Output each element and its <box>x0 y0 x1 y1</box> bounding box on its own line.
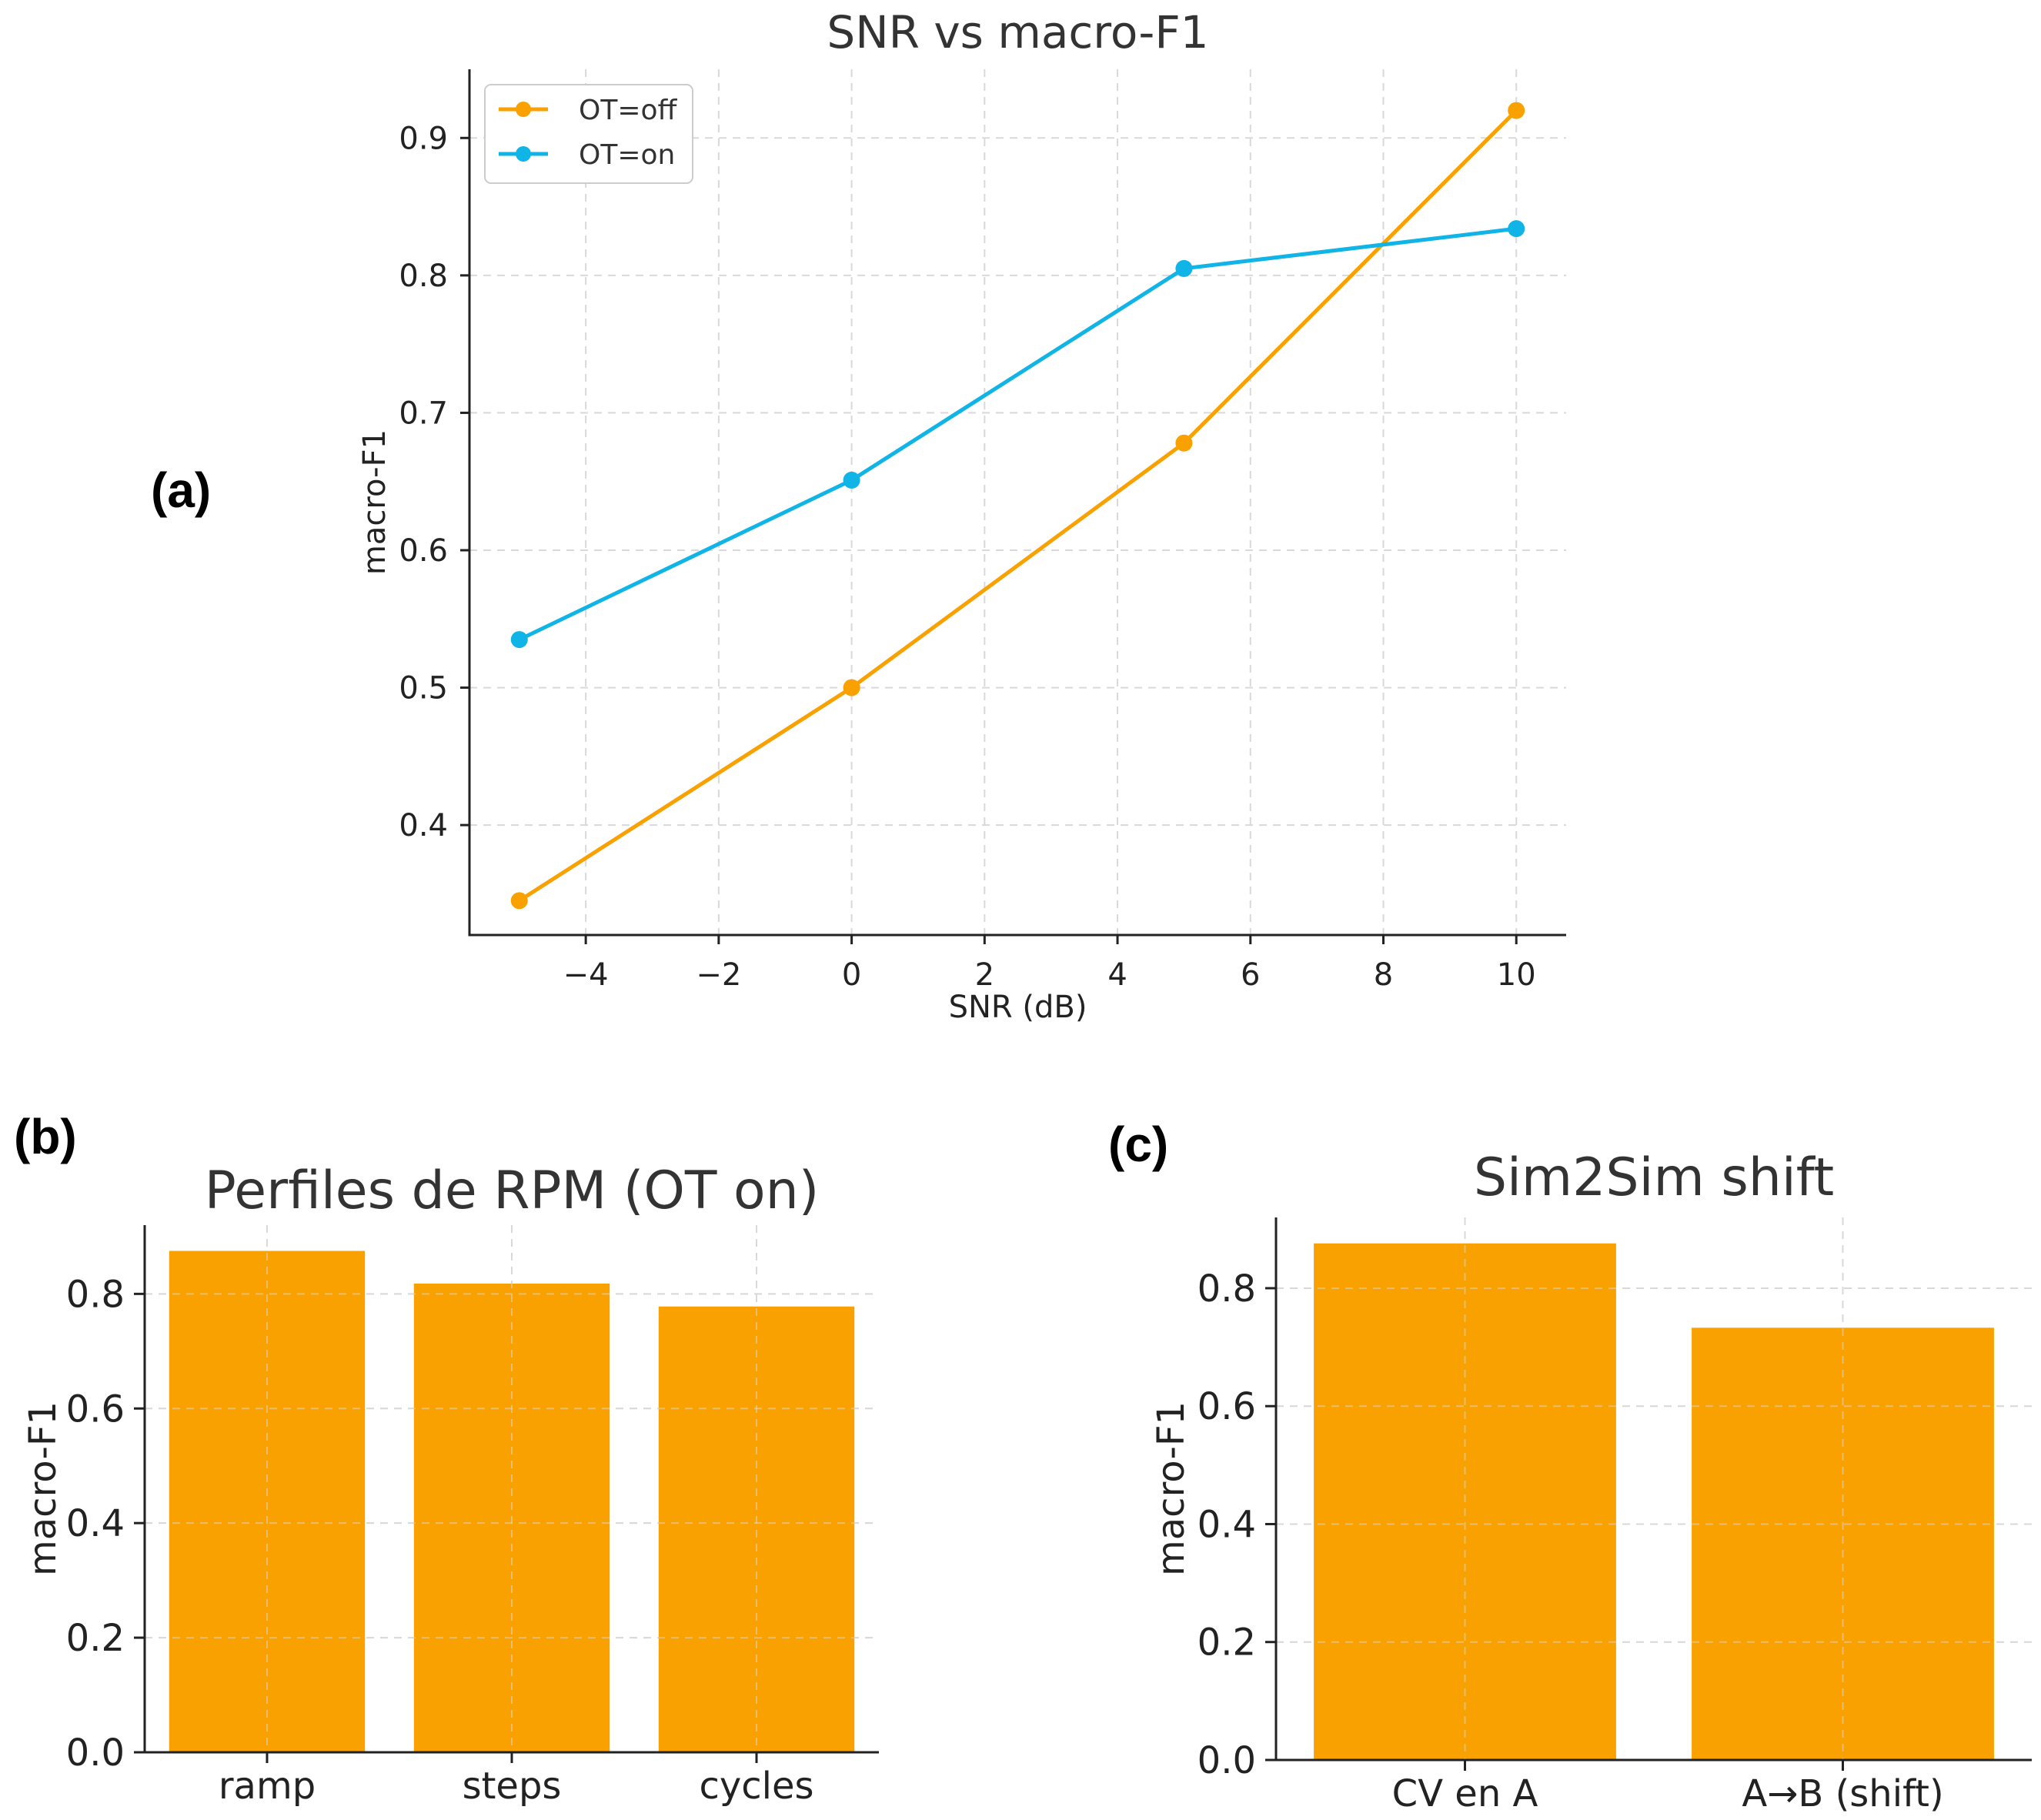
legend-swatch-marker <box>516 102 531 117</box>
chart-a-ytick-label: 0.8 <box>399 259 448 294</box>
series-line-ot-on <box>518 226 1517 642</box>
chart-a-xtick-label: 10 <box>1497 957 1536 993</box>
chart-a-legend: OT=off OT=on <box>484 84 693 184</box>
data-point-ot-on <box>843 471 860 489</box>
ytick-label: 0.8 <box>66 1273 125 1316</box>
chart-title: Sim2Sim shift <box>1474 1147 1834 1208</box>
legend-swatch-marker <box>516 146 531 162</box>
y-axis-label: macro-F1 <box>22 1401 65 1576</box>
category-label: A→B (shift) <box>1742 1772 1943 1815</box>
ytick-label: 0.4 <box>66 1502 125 1545</box>
chart-a-xtick-label: 0 <box>842 957 861 993</box>
data-point-ot-off <box>510 892 528 910</box>
category-label: cycles <box>699 1765 813 1808</box>
chart-a-ytick-label: 0.5 <box>399 671 448 706</box>
category-label: CV en A <box>1392 1772 1538 1815</box>
chart-a: −4 −2 0 2 4 6 8 10 0.4 0.5 0.6 0.7 0.8 0.9 SNR vs macr… <box>357 6 1566 1025</box>
y-axis-label: macro-F1 <box>1150 1401 1193 1576</box>
chart-title: Perfiles de RPM (OT on) <box>205 1160 820 1221</box>
chart-a-xtick-label: −4 <box>563 957 609 993</box>
chart-b: 0.0 0.2 0.4 0.6 0.8 ramp steps cycles Perfiles d… <box>22 1160 879 1808</box>
chart-a-xtick-label: −2 <box>696 957 741 993</box>
ytick-label: 0.2 <box>1198 1621 1256 1665</box>
data-point-ot-on <box>1175 259 1193 277</box>
series-line-ot-off <box>518 109 1518 903</box>
category-label: ramp <box>219 1765 316 1808</box>
chart-a-ytick-label: 0.7 <box>399 396 448 431</box>
panel-label-a: (a) <box>151 463 212 518</box>
ytick-label: 0.2 <box>66 1617 125 1660</box>
data-point-ot-on <box>510 631 528 649</box>
chart-a-xtick-label: 4 <box>1107 957 1127 993</box>
chart-a-axes <box>468 69 1566 937</box>
data-point-ot-off <box>1508 102 1525 119</box>
chart-a-ylabel: macro-F1 <box>357 429 392 575</box>
chart-a-xlabel: SNR (dB) <box>949 990 1087 1025</box>
ytick-label: 0.4 <box>1198 1503 1256 1546</box>
legend-label: OT=off <box>579 95 678 126</box>
chart-a-ytick-label: 0.6 <box>399 533 448 569</box>
chart-a-xtick-label: 8 <box>1374 957 1393 993</box>
data-point-ot-off <box>843 679 860 696</box>
chart-a-title: SNR vs macro-F1 <box>827 6 1208 58</box>
ytick-label: 0.6 <box>66 1388 125 1431</box>
chart-a-xtick-label: 2 <box>975 957 994 993</box>
data-point-ot-on <box>1508 220 1525 238</box>
ytick-label: 0.0 <box>1198 1739 1256 1782</box>
chart-a-ytick-label: 0.9 <box>399 121 448 156</box>
data-point-ot-off <box>1175 434 1193 452</box>
ytick-label: 0.8 <box>1198 1267 1256 1311</box>
legend-label: OT=on <box>579 139 675 171</box>
category-label: steps <box>463 1765 562 1808</box>
ytick-label: 0.0 <box>66 1732 125 1775</box>
chart-c: 0.0 0.2 0.4 0.6 0.8 CV en A A→B (shift) Sim2Sim… <box>1150 1147 2032 1815</box>
panel-label-b: (b) <box>14 1109 77 1164</box>
panel-label-c: (c) <box>1108 1117 1169 1172</box>
chart-a-ytick-label: 0.4 <box>399 808 448 843</box>
ytick-label: 0.6 <box>1198 1385 1256 1428</box>
chart-a-xtick-label: 6 <box>1241 957 1260 993</box>
